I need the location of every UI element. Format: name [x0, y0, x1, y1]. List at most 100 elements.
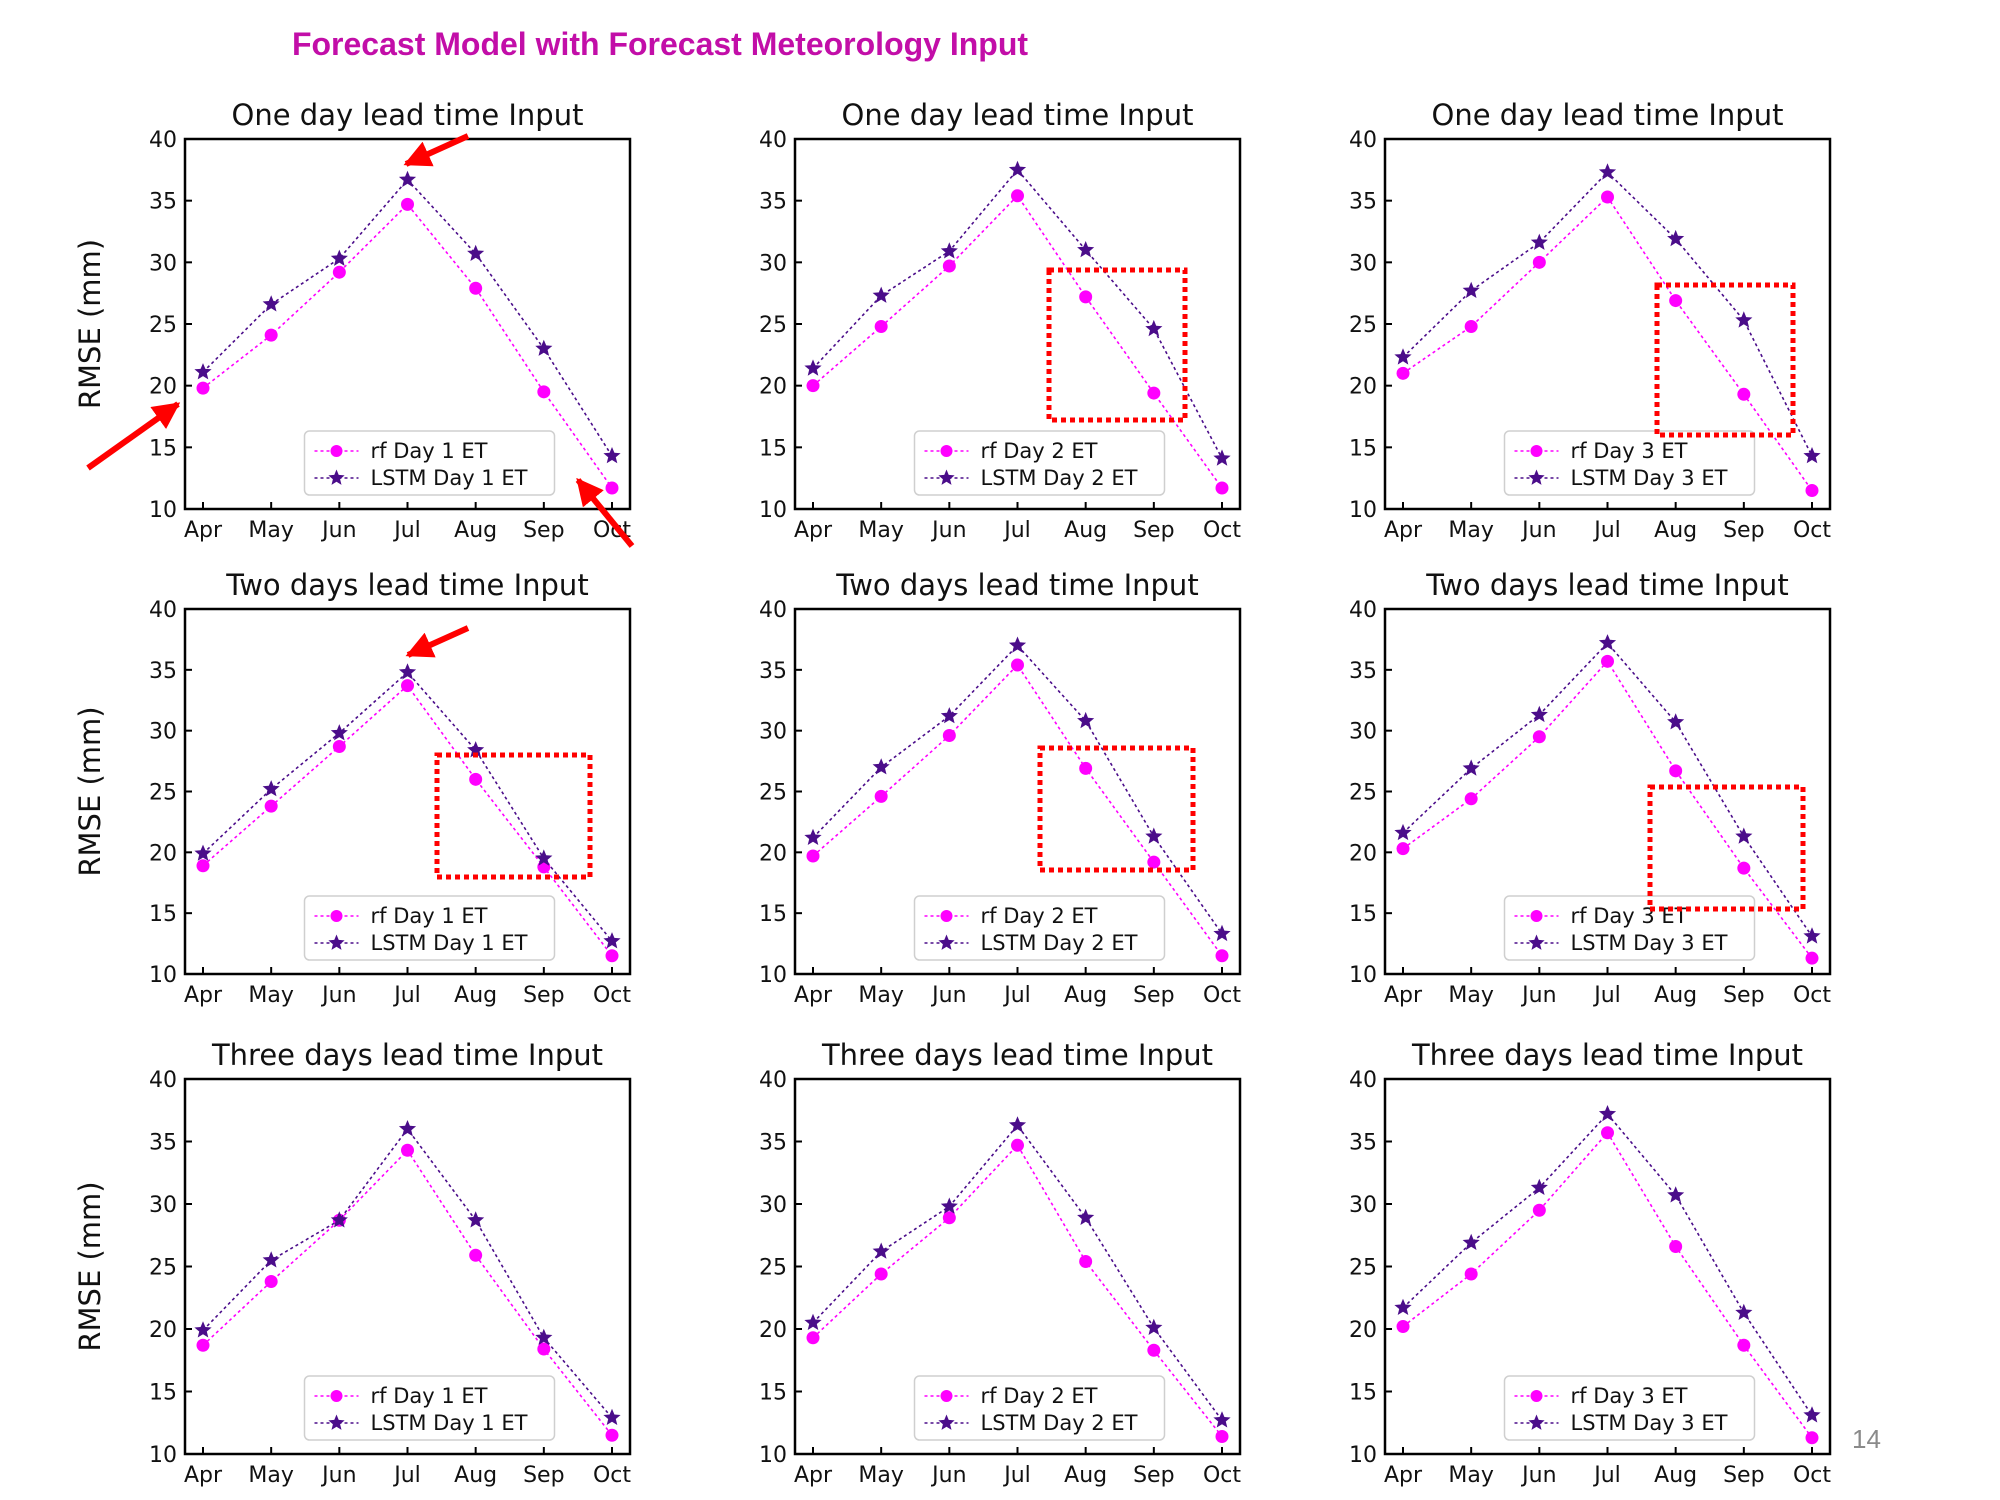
lstm-point	[535, 849, 553, 866]
rf-point	[196, 381, 210, 395]
lstm-point	[330, 1211, 348, 1228]
lstm-point	[1462, 281, 1480, 298]
x-tick-label: Jun	[930, 983, 966, 1008]
y-tick-label: 35	[149, 190, 177, 215]
legend-box	[913, 1375, 1166, 1441]
lstm-point	[1145, 319, 1163, 337]
x-tick-label: Oct	[593, 1463, 631, 1488]
rf-point	[264, 799, 278, 813]
legend-label: rf Day 2 ET	[981, 1384, 1098, 1408]
legend-label: rf Day 2 ET	[981, 904, 1098, 928]
lstm-point	[1803, 1406, 1821, 1423]
chart-panel-8: Three days lead time Input 10 15 20 25 30 35 40…	[759, 1038, 1241, 1488]
chart-title: Three days lead time Input	[211, 1038, 603, 1072]
legend-label: rf Day 1 ET	[371, 1384, 488, 1408]
rf-point	[1601, 1126, 1614, 1140]
legend-label: rf Day 2 ET	[981, 439, 1098, 463]
lstm-point	[1145, 1318, 1163, 1335]
legend: rf Day 2 ET LSTM Day 2 ET	[913, 430, 1166, 496]
x-tick-label: Jun	[930, 518, 966, 543]
y-tick-label: 20	[149, 1318, 177, 1343]
legend-marker	[1528, 934, 1545, 950]
rf-point	[1215, 1430, 1229, 1443]
y-tick-label: 30	[759, 251, 787, 276]
x-tick-label: Oct	[1203, 518, 1241, 543]
x-tick-label: Sep	[523, 983, 564, 1008]
y-tick-label: 15	[1349, 902, 1377, 927]
rf-point	[332, 265, 346, 279]
rf-point	[1396, 1320, 1410, 1333]
y-tick-label: 10	[759, 963, 787, 988]
x-tick-label: Oct	[1793, 518, 1831, 543]
rf-point	[196, 859, 210, 873]
chart-title: One day lead time Input	[1432, 98, 1784, 132]
rf-point	[1011, 658, 1024, 672]
y-tick-label: 15	[149, 436, 177, 461]
y-tick-label: 20	[1349, 1318, 1377, 1343]
legend-marker	[1528, 469, 1545, 485]
rf-point	[196, 1338, 210, 1352]
y-tick-label: 20	[1349, 375, 1377, 400]
y-tick-label: 40	[149, 598, 177, 623]
y-tick-label: 15	[149, 1381, 177, 1406]
lstm-point	[940, 242, 958, 259]
x-tick-label: Apr	[1384, 983, 1423, 1008]
y-axis-label: RMSE (mm)	[73, 1181, 107, 1351]
rf-point	[874, 319, 888, 333]
x-tick-label: May	[1448, 983, 1493, 1008]
rf-point	[1396, 842, 1410, 856]
rf-point	[1532, 1203, 1546, 1217]
legend-label: LSTM Day 2 ET	[981, 1411, 1138, 1435]
lstm-point	[804, 1313, 822, 1330]
x-tick-label: May	[248, 518, 293, 543]
legend-label: rf Day 1 ET	[371, 439, 488, 463]
y-tick-label: 35	[759, 1131, 787, 1156]
x-tick-label: May	[858, 1463, 903, 1488]
x-tick-label: Jul	[392, 518, 421, 543]
lstm-point	[467, 1211, 485, 1228]
x-tick-label: Apr	[184, 983, 223, 1008]
x-tick-label: May	[248, 983, 293, 1008]
chart-panel-3: One day lead time Input 10 15 20 25 30 35 40 Apr…	[1349, 98, 1831, 543]
legend-label: LSTM Day 3 ET	[1571, 931, 1728, 955]
y-tick-label: 25	[149, 781, 177, 806]
x-tick-label: Apr	[794, 518, 833, 543]
rf-point	[1805, 484, 1819, 497]
y-tick-label: 15	[1349, 436, 1377, 461]
page-number: 14	[1852, 1424, 1881, 1454]
chart-panel-2: One day lead time Input 10 15 20 25 30 35 40 Apr…	[759, 98, 1241, 543]
legend-box	[913, 895, 1166, 961]
x-tick-label: Jun	[320, 1463, 356, 1488]
highlight-box	[434, 752, 593, 880]
x-tick-label: Aug	[454, 983, 497, 1008]
rf-point	[1011, 1138, 1024, 1152]
rf-point	[469, 281, 483, 295]
x-tick-label: Jun	[320, 983, 356, 1008]
legend-marker	[1530, 910, 1543, 922]
rf-point	[1737, 861, 1751, 875]
rf-point	[537, 1342, 551, 1356]
legend-marker	[1528, 1414, 1545, 1430]
lstm-point	[940, 1197, 958, 1214]
lstm-point	[330, 724, 348, 741]
rf-point	[942, 729, 956, 743]
x-tick-label: Apr	[1384, 518, 1423, 543]
legend-marker	[330, 910, 343, 922]
rf-point	[1147, 855, 1161, 869]
rf-point	[1396, 366, 1410, 380]
lstm-point	[1077, 241, 1095, 258]
x-tick-label: Jun	[1520, 518, 1556, 543]
rf-point	[1215, 949, 1229, 963]
x-tick-label: Apr	[1384, 1463, 1423, 1488]
rf-point	[1737, 387, 1751, 401]
legend-marker	[328, 934, 345, 950]
y-tick-label: 25	[759, 313, 787, 338]
rf-point	[1147, 1343, 1161, 1357]
chart-panel-9: Three days lead time Input 10 15 20 25 30 35 40…	[1349, 1038, 1831, 1488]
rf-point	[469, 772, 483, 786]
rf-point	[1464, 792, 1478, 806]
x-tick-label: Jul	[1002, 983, 1031, 1008]
